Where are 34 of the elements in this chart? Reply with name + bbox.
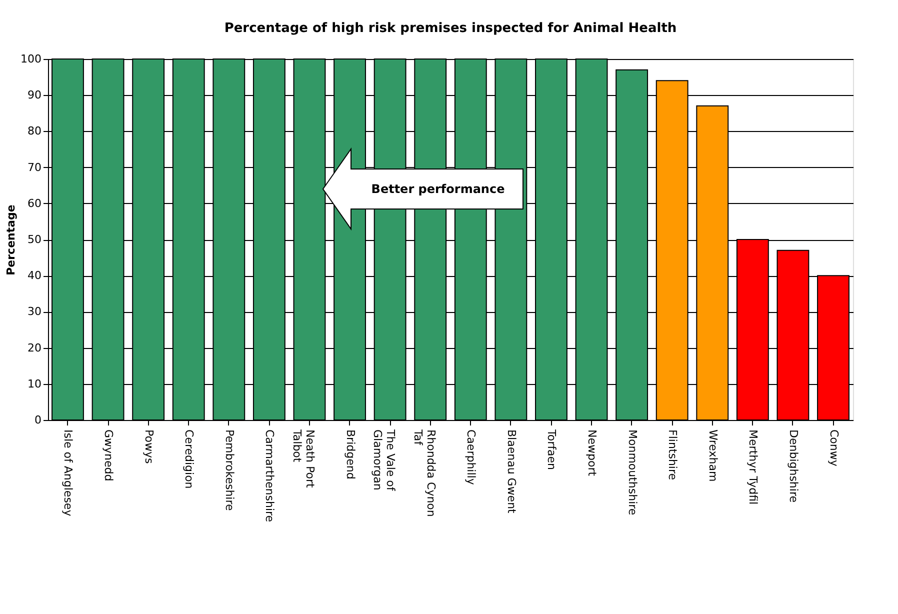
y-tick-label: 20 — [28, 341, 42, 354]
x-tick-label: The Vale of Glamorgan — [371, 428, 398, 492]
x-tick-label: Rhondda Cynon Taf — [411, 428, 438, 517]
x-tick-label: Conwy — [827, 430, 840, 467]
x-tick-label: Monmouthshire — [626, 430, 639, 516]
x-tick-label: Powys — [142, 430, 156, 464]
annotation: Better performance — [371, 182, 505, 196]
x-tick-label: Pembrokeshire — [222, 430, 236, 511]
y-tick-label: 60 — [28, 196, 42, 210]
x-tick-label: Ceredigion — [182, 430, 196, 489]
y-tick-label: 100 — [20, 52, 42, 66]
y-tick-label: 80 — [28, 124, 42, 138]
x-tick-label: Blaenau Gwent — [504, 430, 518, 514]
x-tick-label: Carmarthenshire — [263, 430, 276, 522]
x-tick-label: Caerphilly — [464, 430, 478, 486]
x-tick-label: Bridgend — [344, 430, 357, 480]
y-axis-title: Percentage — [4, 204, 18, 276]
x-tick-label: Wrexham — [706, 430, 720, 482]
y-tick-label: 10 — [28, 377, 42, 390]
y-tick-label: 0 — [34, 414, 42, 426]
x-tick-label: Merthyr Tydfil — [746, 430, 760, 505]
x-tick-label: Denbighshire — [786, 430, 800, 503]
y-tick-label: 50 — [28, 233, 42, 246]
x-tick-label: Flintshire — [666, 430, 680, 480]
y-tick-label: 40 — [28, 269, 42, 282]
x-tick-label: Torfaen — [545, 428, 558, 470]
x-tick-label: Gwynedd — [102, 430, 116, 482]
y-tick-label: 70 — [28, 160, 42, 174]
y-tick-label: 90 — [28, 88, 42, 102]
x-tick-label: Newport — [586, 430, 599, 477]
x-tick-label: Neath Port Talbot — [290, 428, 316, 489]
y-tick-label: 30 — [28, 305, 42, 318]
chart-title: Percentage of high risk premises inspected for Animal Health — [224, 21, 677, 36]
x-tick-label: Isle of Anglesey — [62, 430, 75, 517]
